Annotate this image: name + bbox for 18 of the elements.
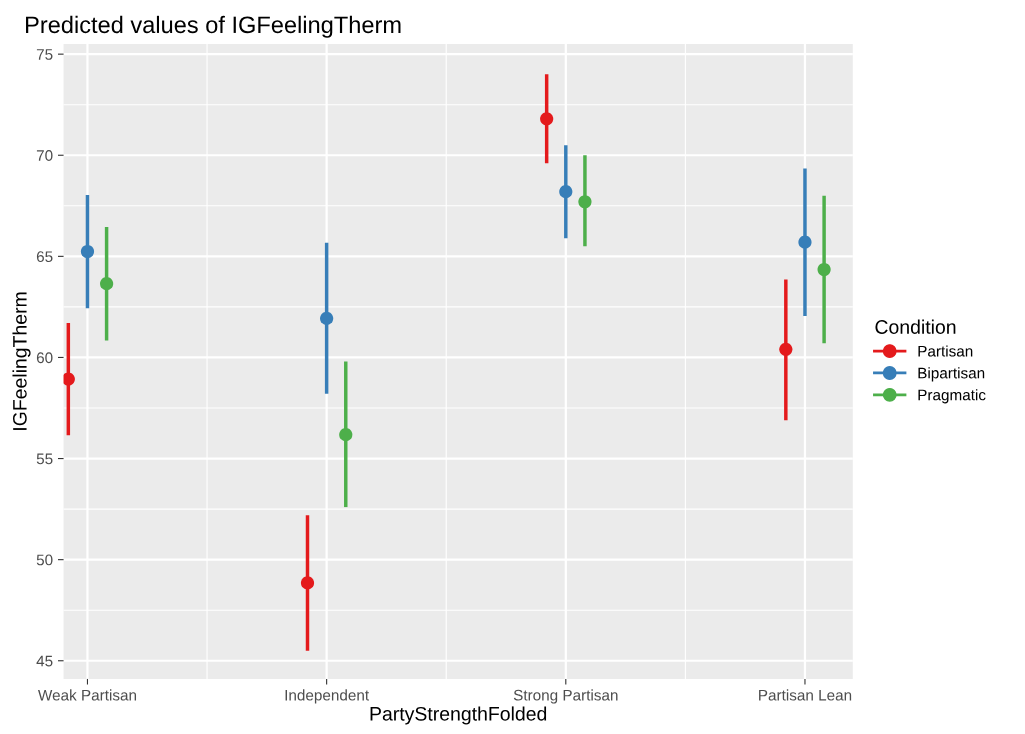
y-tick-label: 75 [36,49,53,60]
x-tick-label: Partisan Lean [759,689,852,701]
y-tick-label: 45 [36,655,53,667]
legend-label: Pragmatic [918,389,986,404]
legend-label: Partisan [918,345,973,357]
legend-label: Bipartisan [918,367,985,382]
y-tick-label: 60 [36,352,53,364]
x-tick-label: Weak Partisan [38,689,137,701]
y-axis-title: IGFeelingTherm [12,292,31,430]
chart-title: Predicted values of IGFeelingTherm [26,15,401,38]
x-tick-label: Strong Partisan [513,689,618,704]
x-axis-title: PartyStrengthFolded [370,706,547,725]
y-tick-label: 55 [36,453,53,465]
y-tick-label: 65 [36,251,53,263]
x-tick-label: Independent [285,689,370,704]
y-tick-label: 50 [36,554,53,566]
y-tick-label: 70 [36,150,53,161]
legend-title: Condition [875,319,956,334]
